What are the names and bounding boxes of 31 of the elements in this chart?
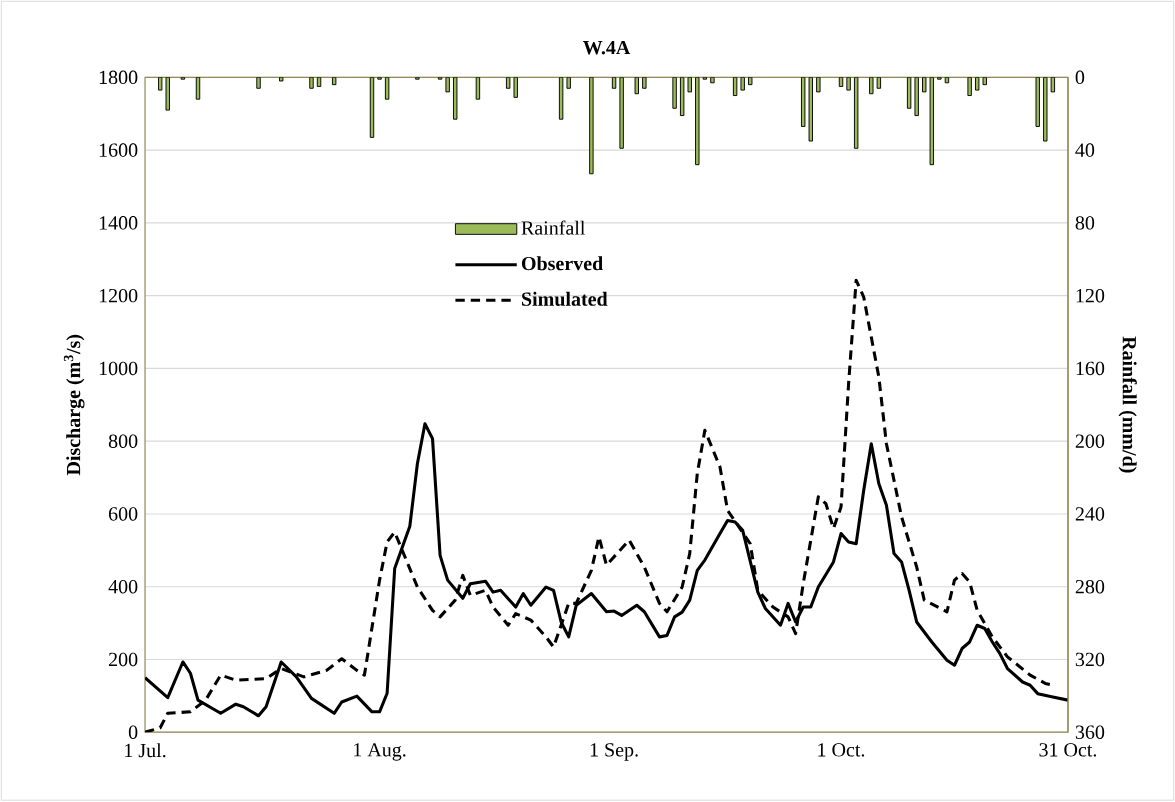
y2-tick-label: 280 bbox=[1075, 580, 1105, 594]
x-tick-label: 1 Jul. bbox=[125, 743, 166, 758]
y2-tick-label: 160 bbox=[1076, 361, 1105, 376]
y-tick-label: 1000 bbox=[99, 361, 138, 376]
y-tick-label: 200 bbox=[108, 652, 138, 667]
y2-tick-label: 360 bbox=[1075, 725, 1105, 740]
y-tick-label: 1600 bbox=[99, 143, 138, 158]
y-tick-label: 800 bbox=[108, 434, 138, 449]
y2-tick-label: 320 bbox=[1075, 652, 1105, 667]
x-tick-label: 1 Aug. bbox=[354, 743, 406, 761]
y-tick-label: 0 bbox=[128, 725, 138, 740]
legend-label: Observed bbox=[521, 256, 603, 271]
x-tick-label: 1 Sep. bbox=[590, 743, 638, 761]
y2-tick-label: 200 bbox=[1075, 434, 1105, 449]
legend-label: Rainfall bbox=[521, 220, 586, 235]
x-tick-label: 31 Oct. bbox=[1039, 743, 1097, 757]
y2-tick-label: 120 bbox=[1076, 289, 1105, 303]
y-tick-label: 600 bbox=[108, 507, 138, 521]
y2-tick-label: 0 bbox=[1075, 70, 1085, 85]
y-tick-label: 400 bbox=[108, 580, 138, 594]
y-axis-title: Discharge (m$^{3}$/s) bbox=[63, 335, 85, 476]
y2-tick-label: 40 bbox=[1075, 143, 1095, 158]
chart-title: W.4A bbox=[582, 41, 631, 55]
legend-label: Simulated bbox=[522, 292, 608, 307]
y2-tick-label: 80 bbox=[1075, 216, 1095, 230]
y2-axis-title: Rainfall (mm/d) bbox=[1118, 336, 1137, 473]
y-tick-label: 1200 bbox=[99, 289, 138, 303]
x-tick-label: 1 Oct. bbox=[818, 743, 865, 757]
y-tick-label: 1400 bbox=[99, 216, 138, 230]
y2-tick-label: 240 bbox=[1075, 507, 1105, 521]
y-tick-label: 1800 bbox=[99, 70, 138, 85]
